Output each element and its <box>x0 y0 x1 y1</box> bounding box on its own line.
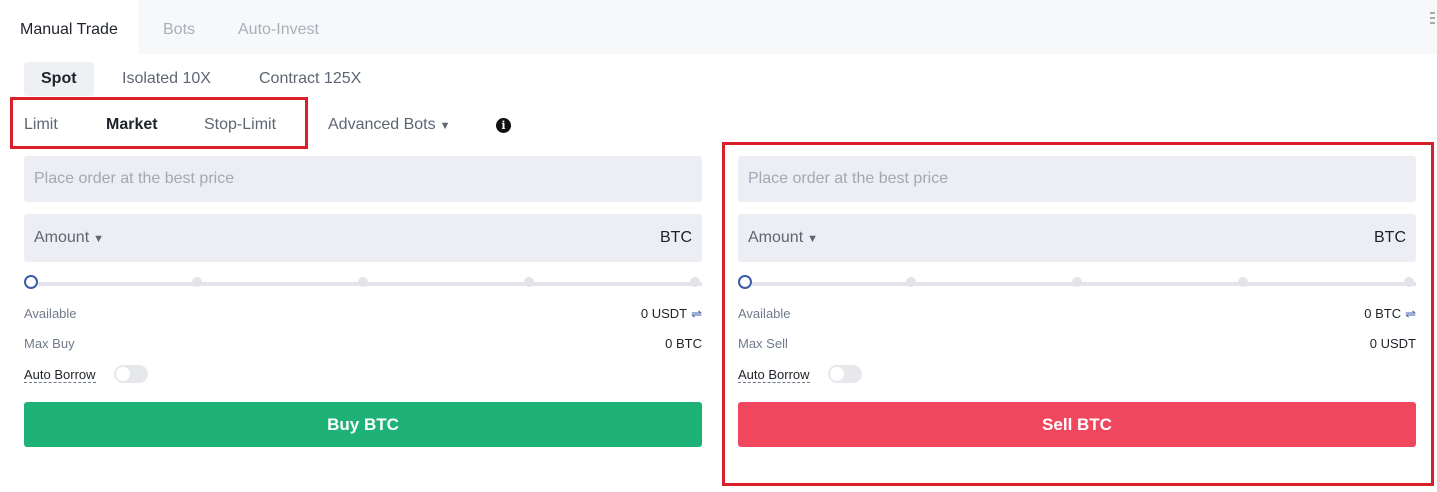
auto-borrow-row: Auto Borrow <box>738 365 1416 383</box>
auto-borrow-row: Auto Borrow <box>24 365 702 383</box>
tab-auto-invest[interactable]: Auto-Invest <box>238 21 319 38</box>
menu-icon[interactable] <box>1430 12 1435 24</box>
highlight-order-types <box>10 97 308 149</box>
amount-unit: BTC <box>1374 229 1406 246</box>
advanced-bots-dropdown[interactable]: Advanced Bots ▼ <box>328 108 451 142</box>
amount-label: Amount <box>34 229 90 246</box>
available-value: 0 BTC <box>1364 306 1402 321</box>
available-label: Available <box>24 306 77 321</box>
max-buy-label: Max Buy <box>24 336 75 351</box>
max-buy-value: 0 BTC <box>665 336 702 351</box>
tab-bots[interactable]: Bots <box>163 21 196 38</box>
max-buy-row: Max Buy 0 BTC <box>24 336 702 351</box>
slider-track <box>752 282 1416 286</box>
caret-down-icon: ▼ <box>439 120 451 132</box>
info-icon[interactable]: i <box>496 118 511 133</box>
buy-amount-input[interactable]: Amount ▼ BTC <box>24 214 702 262</box>
available-value: 0 USDT <box>640 306 688 321</box>
slider-handle[interactable] <box>738 275 752 289</box>
top-tab-bar: Manual Trade Bots Auto-Invest <box>0 0 1437 54</box>
slider-mark-50[interactable] <box>358 277 368 287</box>
sell-amount-input[interactable]: Amount ▼ BTC <box>738 214 1416 262</box>
highlight-sell-panel <box>722 142 1434 486</box>
tab-spot[interactable]: Spot <box>24 62 94 96</box>
auto-borrow-toggle[interactable] <box>114 365 148 383</box>
tab-contract[interactable]: Contract 125X <box>259 70 362 87</box>
slider-mark-100[interactable] <box>690 277 700 287</box>
slider-mark-75[interactable] <box>524 277 534 287</box>
available-label: Available <box>738 306 791 321</box>
transfer-icon[interactable]: ⇌ <box>691 306 702 321</box>
tab-manual-trade[interactable]: Manual Trade <box>0 0 138 54</box>
auto-borrow-label: Auto Borrow <box>738 367 810 383</box>
caret-down-icon[interactable]: ▼ <box>93 233 105 245</box>
slider-mark-100[interactable] <box>1404 277 1414 287</box>
advanced-bots-label: Advanced Bots <box>328 116 436 133</box>
slider-mark-75[interactable] <box>1238 277 1248 287</box>
buy-button[interactable]: Buy BTC <box>24 402 702 447</box>
order-type-stop-limit[interactable]: Stop-Limit <box>204 116 277 133</box>
order-type-limit[interactable]: Limit <box>24 116 58 133</box>
max-sell-value: 0 USDT <box>1369 336 1416 351</box>
buy-price-input[interactable]: Place order at the best price <box>24 156 702 202</box>
auto-borrow-label: Auto Borrow <box>24 367 96 383</box>
slider-mark-25[interactable] <box>192 277 202 287</box>
tab-isolated[interactable]: Isolated 10X <box>122 70 211 87</box>
amount-label: Amount <box>748 229 804 246</box>
order-type-market[interactable]: Market <box>106 116 158 133</box>
available-row: Available 0 USDT ⇌ <box>24 306 702 321</box>
auto-borrow-toggle[interactable] <box>828 365 862 383</box>
sell-button[interactable]: Sell BTC <box>738 402 1416 447</box>
slider-track <box>38 282 702 286</box>
slider-handle[interactable] <box>24 275 38 289</box>
slider-mark-25[interactable] <box>906 277 916 287</box>
slider-mark-50[interactable] <box>1072 277 1082 287</box>
caret-down-icon[interactable]: ▼ <box>807 233 819 245</box>
amount-unit: BTC <box>660 229 692 246</box>
sell-amount-slider[interactable] <box>738 275 1416 289</box>
sell-price-input[interactable]: Place order at the best price <box>738 156 1416 202</box>
available-row: Available 0 BTC ⇌ <box>738 306 1416 321</box>
max-sell-row: Max Sell 0 USDT <box>738 336 1416 351</box>
transfer-icon[interactable]: ⇌ <box>1405 306 1416 321</box>
max-sell-label: Max Sell <box>738 336 788 351</box>
buy-amount-slider[interactable] <box>24 275 702 289</box>
